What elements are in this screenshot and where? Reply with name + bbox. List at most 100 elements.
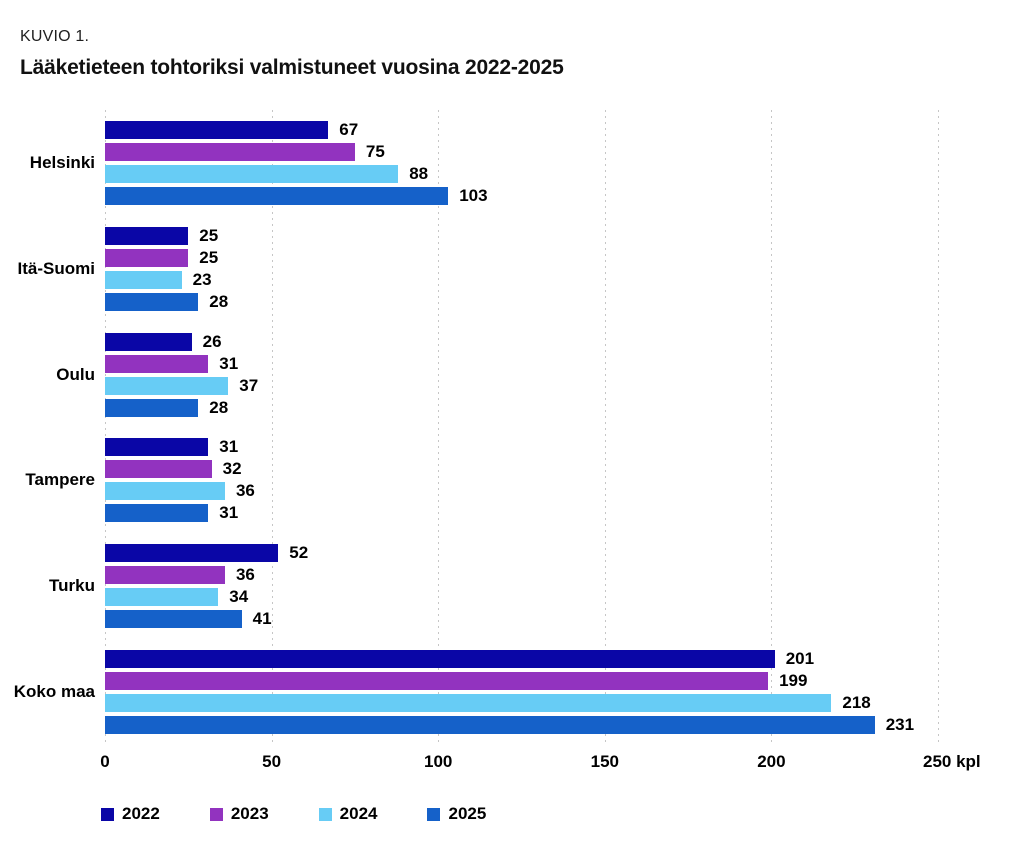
legend-item-2024: 2024 (318, 804, 378, 824)
legend-swatch-2023 (209, 807, 223, 821)
value-label: 28 (209, 397, 229, 417)
bar-2024-helsinki (105, 164, 399, 183)
value-label: 32 (222, 459, 242, 479)
legend-item-2023: 2023 (209, 804, 269, 824)
bar-row: 28 (105, 291, 938, 311)
bar-2022-turku (105, 544, 279, 563)
bar-2025-tampere (105, 504, 209, 523)
value-label: 218 (842, 693, 871, 713)
bar-2022-oulu (105, 332, 192, 351)
bar-2022-it-suomi (105, 226, 189, 245)
value-label: 31 (219, 503, 239, 523)
x-tick-label: 150 (590, 752, 619, 771)
bar-row: 23 (105, 269, 938, 289)
bar-group-helsinki: Helsinki 67 75 88 103 (30, 110, 938, 216)
bar-row: 231 (105, 715, 938, 735)
legend-label: 2023 (230, 804, 269, 823)
bar-group-koko-maa: Koko maa 201 199 218 231 (14, 639, 938, 745)
bar-group-turku: Turku 52 36 34 41 (49, 533, 938, 639)
value-label: 28 (209, 291, 229, 311)
value-label: 199 (779, 671, 808, 691)
bar-group-tampere: Tampere 31 32 36 31 (25, 428, 938, 534)
bar-row: 201 (105, 649, 938, 669)
legend-swatch-2025 (427, 807, 441, 821)
value-label: 25 (199, 225, 219, 245)
bar-2022-helsinki (105, 120, 329, 139)
value-label: 36 (235, 481, 255, 501)
legend-label: 2025 (448, 804, 487, 823)
gridline-250 (938, 110, 939, 745)
bar-row: 32 (105, 459, 938, 479)
bar-row: 218 (105, 693, 938, 713)
bar-2022-tampere (105, 438, 209, 457)
bar-2022-koko-maa (105, 650, 775, 669)
value-label: 36 (235, 565, 255, 585)
value-label: 41 (252, 609, 272, 629)
bar-2025-koko-maa (105, 716, 875, 735)
value-label: 31 (219, 437, 239, 457)
value-label: 88 (409, 163, 429, 183)
value-label: 25 (199, 247, 219, 267)
bar-row: 88 (105, 163, 938, 183)
bar-row: 37 (105, 375, 938, 395)
bar-group-oulu: Oulu 26 31 37 28 (56, 322, 938, 428)
x-tick-label: 0 (100, 752, 110, 771)
bar-2025-it-suomi (105, 292, 199, 311)
value-label: 75 (365, 141, 385, 161)
bar-2025-turku (105, 610, 242, 629)
legend-swatch-2024 (318, 807, 332, 821)
value-label: 103 (459, 185, 488, 205)
bar-2024-tampere (105, 482, 225, 501)
value-label: 37 (239, 375, 259, 395)
bar-2023-tampere (105, 460, 212, 479)
bar-row: 31 (105, 353, 938, 373)
bar-2023-koko-maa (105, 672, 769, 691)
category-label: Itä-Suomi (17, 258, 95, 278)
legend-label: 2022 (122, 804, 160, 823)
legend: 2022 2023 2024 2025 (101, 804, 486, 824)
value-label: 31 (219, 353, 239, 373)
category-label: Turku (49, 576, 95, 596)
bar-row: 28 (105, 397, 938, 417)
category-label: Oulu (56, 364, 95, 384)
value-label: 26 (202, 331, 222, 351)
bar-row: 31 (105, 437, 938, 457)
x-tick-label: 200 (757, 752, 786, 771)
bar-group-it-suomi: Itä-Suomi 25 25 23 28 (18, 216, 938, 322)
bar-2024-turku (105, 588, 219, 607)
value-label: 231 (885, 715, 915, 735)
bar-2023-turku (105, 566, 225, 585)
x-axis: 0 50 100 150 200 250 kpl (100, 752, 980, 774)
plot-area: Helsinki 67 75 88 103 Itä-Suomi 25 25 23 28 Oulu 26… (14, 110, 939, 745)
bar-row: 41 (105, 609, 938, 629)
figure-number: KUVIO 1. (20, 28, 90, 45)
value-label: 67 (339, 119, 359, 139)
bar-2023-it-suomi (105, 248, 189, 267)
bar-2025-oulu (105, 398, 199, 417)
category-label: Tampere (25, 470, 95, 490)
value-label: 201 (785, 649, 815, 669)
bar-row: 103 (105, 185, 938, 205)
legend-label: 2024 (339, 804, 378, 823)
value-label: 34 (229, 587, 249, 607)
x-tick-label: 250 kpl (923, 752, 981, 771)
legend-swatch-2022 (101, 807, 114, 821)
bar-2024-it-suomi (105, 270, 182, 289)
bar-2025-helsinki (105, 186, 449, 205)
bar-row: 36 (105, 565, 938, 585)
bar-row: 67 (105, 119, 938, 139)
bar-row: 199 (105, 671, 938, 691)
bar-row: 75 (105, 141, 938, 161)
bar-row: 25 (105, 225, 938, 245)
legend-item-2025: 2025 (427, 804, 486, 824)
gridline-150 (604, 110, 606, 745)
value-label: 23 (192, 269, 212, 289)
x-tick-label: 50 (262, 752, 282, 771)
bar-2023-helsinki (105, 142, 355, 161)
gridline-50 (271, 110, 273, 745)
category-label: Helsinki (29, 152, 95, 172)
bar-2024-koko-maa (105, 694, 832, 713)
legend-item-2022: 2022 (101, 804, 160, 824)
bar-row: 26 (105, 331, 938, 351)
